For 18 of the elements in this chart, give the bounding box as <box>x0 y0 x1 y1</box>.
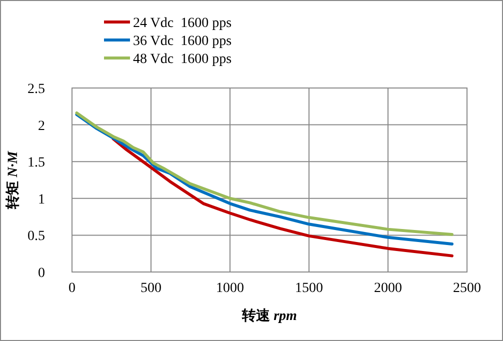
x-tick-label: 1000 <box>216 281 244 296</box>
y-tick-label: 2.5 <box>28 82 45 97</box>
y-tick-label: 1 <box>38 192 45 208</box>
y-tick-label: 0 <box>38 266 45 281</box>
y-tick-label: 1.5 <box>28 156 45 171</box>
legend-label: 36 Vdc 1600 pps <box>133 34 232 49</box>
y-tick-label: 0.5 <box>28 229 45 244</box>
x-tick-label: 0 <box>68 281 76 296</box>
y-tick-label: 2 <box>38 118 45 134</box>
x-tick-label: 500 <box>140 281 162 296</box>
line-series <box>112 137 454 258</box>
x-axis-title: 转速 rpm <box>241 308 298 324</box>
x-tick-label: 2500 <box>453 281 481 296</box>
x-tick-label: 2000 <box>374 281 402 296</box>
x-tick-label: 1500 <box>295 281 323 296</box>
legend-label: 48 Vdc 1600 pps <box>133 52 232 67</box>
legend-label: 24 Vdc 1600 pps <box>133 16 232 31</box>
y-axis-title: 转矩 N·M <box>5 150 21 210</box>
